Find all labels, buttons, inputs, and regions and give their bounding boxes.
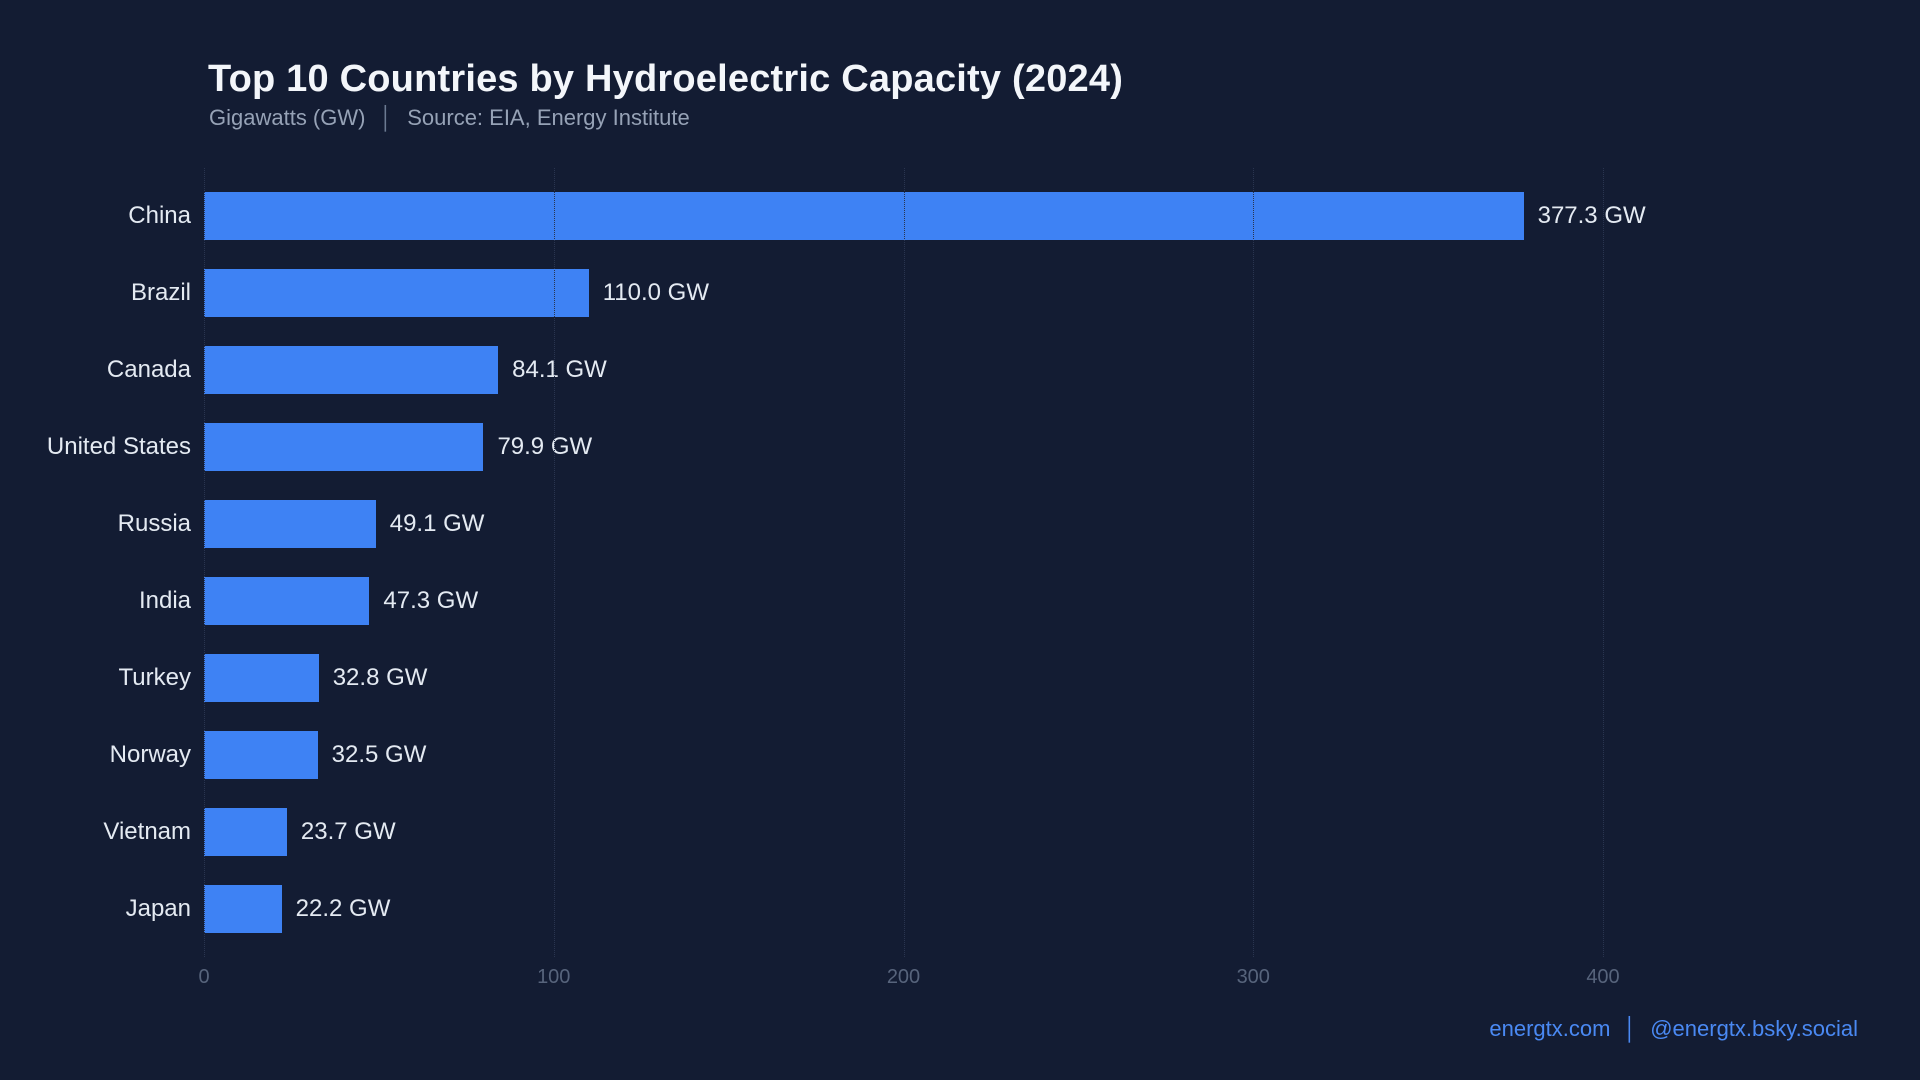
chart-row: Turkey 32.8 GW [119, 653, 1603, 702]
country-label: Russia [117, 509, 191, 537]
bar [204, 653, 319, 702]
value-label: 22.2 GW [295, 894, 391, 922]
chart-row: Vietnam 23.7 GW [103, 807, 1603, 856]
country-label: Japan [125, 894, 191, 922]
country-label: Canada [106, 355, 191, 383]
chart-row: India 47.3 GW [139, 576, 1603, 625]
bar [204, 730, 318, 779]
chart-subtitle: Gigawatts (GW) │ Source: EIA, Energy Insti… [209, 105, 690, 131]
x-axis-tick-label-100: 100 [537, 966, 571, 988]
country-label: India [138, 586, 191, 614]
country-label: Brazil [130, 278, 191, 306]
value-label: 79.9 GW [497, 432, 593, 460]
subtitle-separator: │ [379, 105, 394, 130]
bar [204, 499, 376, 548]
gridline-0 [204, 168, 205, 957]
bar [204, 807, 287, 856]
x-axis-tick-label-300: 300 [1236, 966, 1270, 988]
footer-social-handle-link[interactable]: @energtx.bsky.social [1650, 1016, 1858, 1041]
bar [204, 422, 484, 471]
value-label: 47.3 GW [383, 586, 479, 614]
country-label: Vietnam [103, 817, 191, 845]
value-label: 377.3 GW [1537, 201, 1646, 229]
x-axis-tick-label-400: 400 [1586, 966, 1620, 988]
value-label: 32.5 GW [331, 740, 427, 768]
value-label: 23.7 GW [300, 817, 396, 845]
subtitle-unit-label: Gigawatts (GW) [209, 105, 366, 130]
gridline-200 [903, 168, 905, 957]
bar-rows-container: China 377.3 GW Brazil 110.0 GW Canada 84.1 GW… [47, 177, 1646, 947]
value-label: 110.0 GW [602, 278, 709, 306]
bar [204, 191, 1524, 240]
value-label: 32.8 GW [332, 663, 428, 691]
chart-row: Brazil 110.0 GW [131, 268, 1603, 317]
chart-row: China 377.3 GW [128, 191, 1646, 240]
gridline-400 [1603, 168, 1604, 957]
bar [204, 268, 589, 317]
country-label: Turkey [118, 663, 191, 691]
chart-row: Canada 84.1 GW [107, 345, 1603, 394]
country-label: China [128, 201, 191, 229]
chart-row: Norway 32.5 GW [110, 730, 1603, 779]
subtitle-source-label: Source: EIA, Energy Institute [407, 105, 690, 130]
value-label: 49.1 GW [389, 509, 485, 537]
gridline-100 [553, 168, 555, 957]
footer-separator: │ [1623, 1016, 1638, 1041]
bar [204, 884, 282, 933]
bar [204, 345, 499, 394]
x-axis-tick-label-0: 0 [198, 966, 210, 988]
value-label: 84.1 GW [512, 355, 607, 383]
x-axis-tick-label-200: 200 [886, 966, 921, 988]
footer: energtx.com │ @energtx.bsky.social [1489, 1016, 1858, 1042]
country-label: Norway [109, 740, 191, 768]
chart-title: Top 10 Countries by Hydroelectric Capaci… [208, 58, 1124, 100]
chart-row: Japan 22.2 GW [126, 884, 1603, 933]
bar [204, 576, 370, 625]
gridline-300 [1253, 168, 1255, 957]
chart-row: Russia 49.1 GW [118, 499, 1603, 548]
x-axis: 0 100 200 300 400 [198, 966, 1619, 996]
country-label: United States [46, 432, 191, 460]
footer-website-link[interactable]: energtx.com [1489, 1016, 1611, 1041]
chart-row: United States 79.9 GW [47, 422, 1603, 471]
plot-area: China 377.3 GW Brazil 110.0 GW Canada 84.1 GW… [47, 168, 1646, 957]
